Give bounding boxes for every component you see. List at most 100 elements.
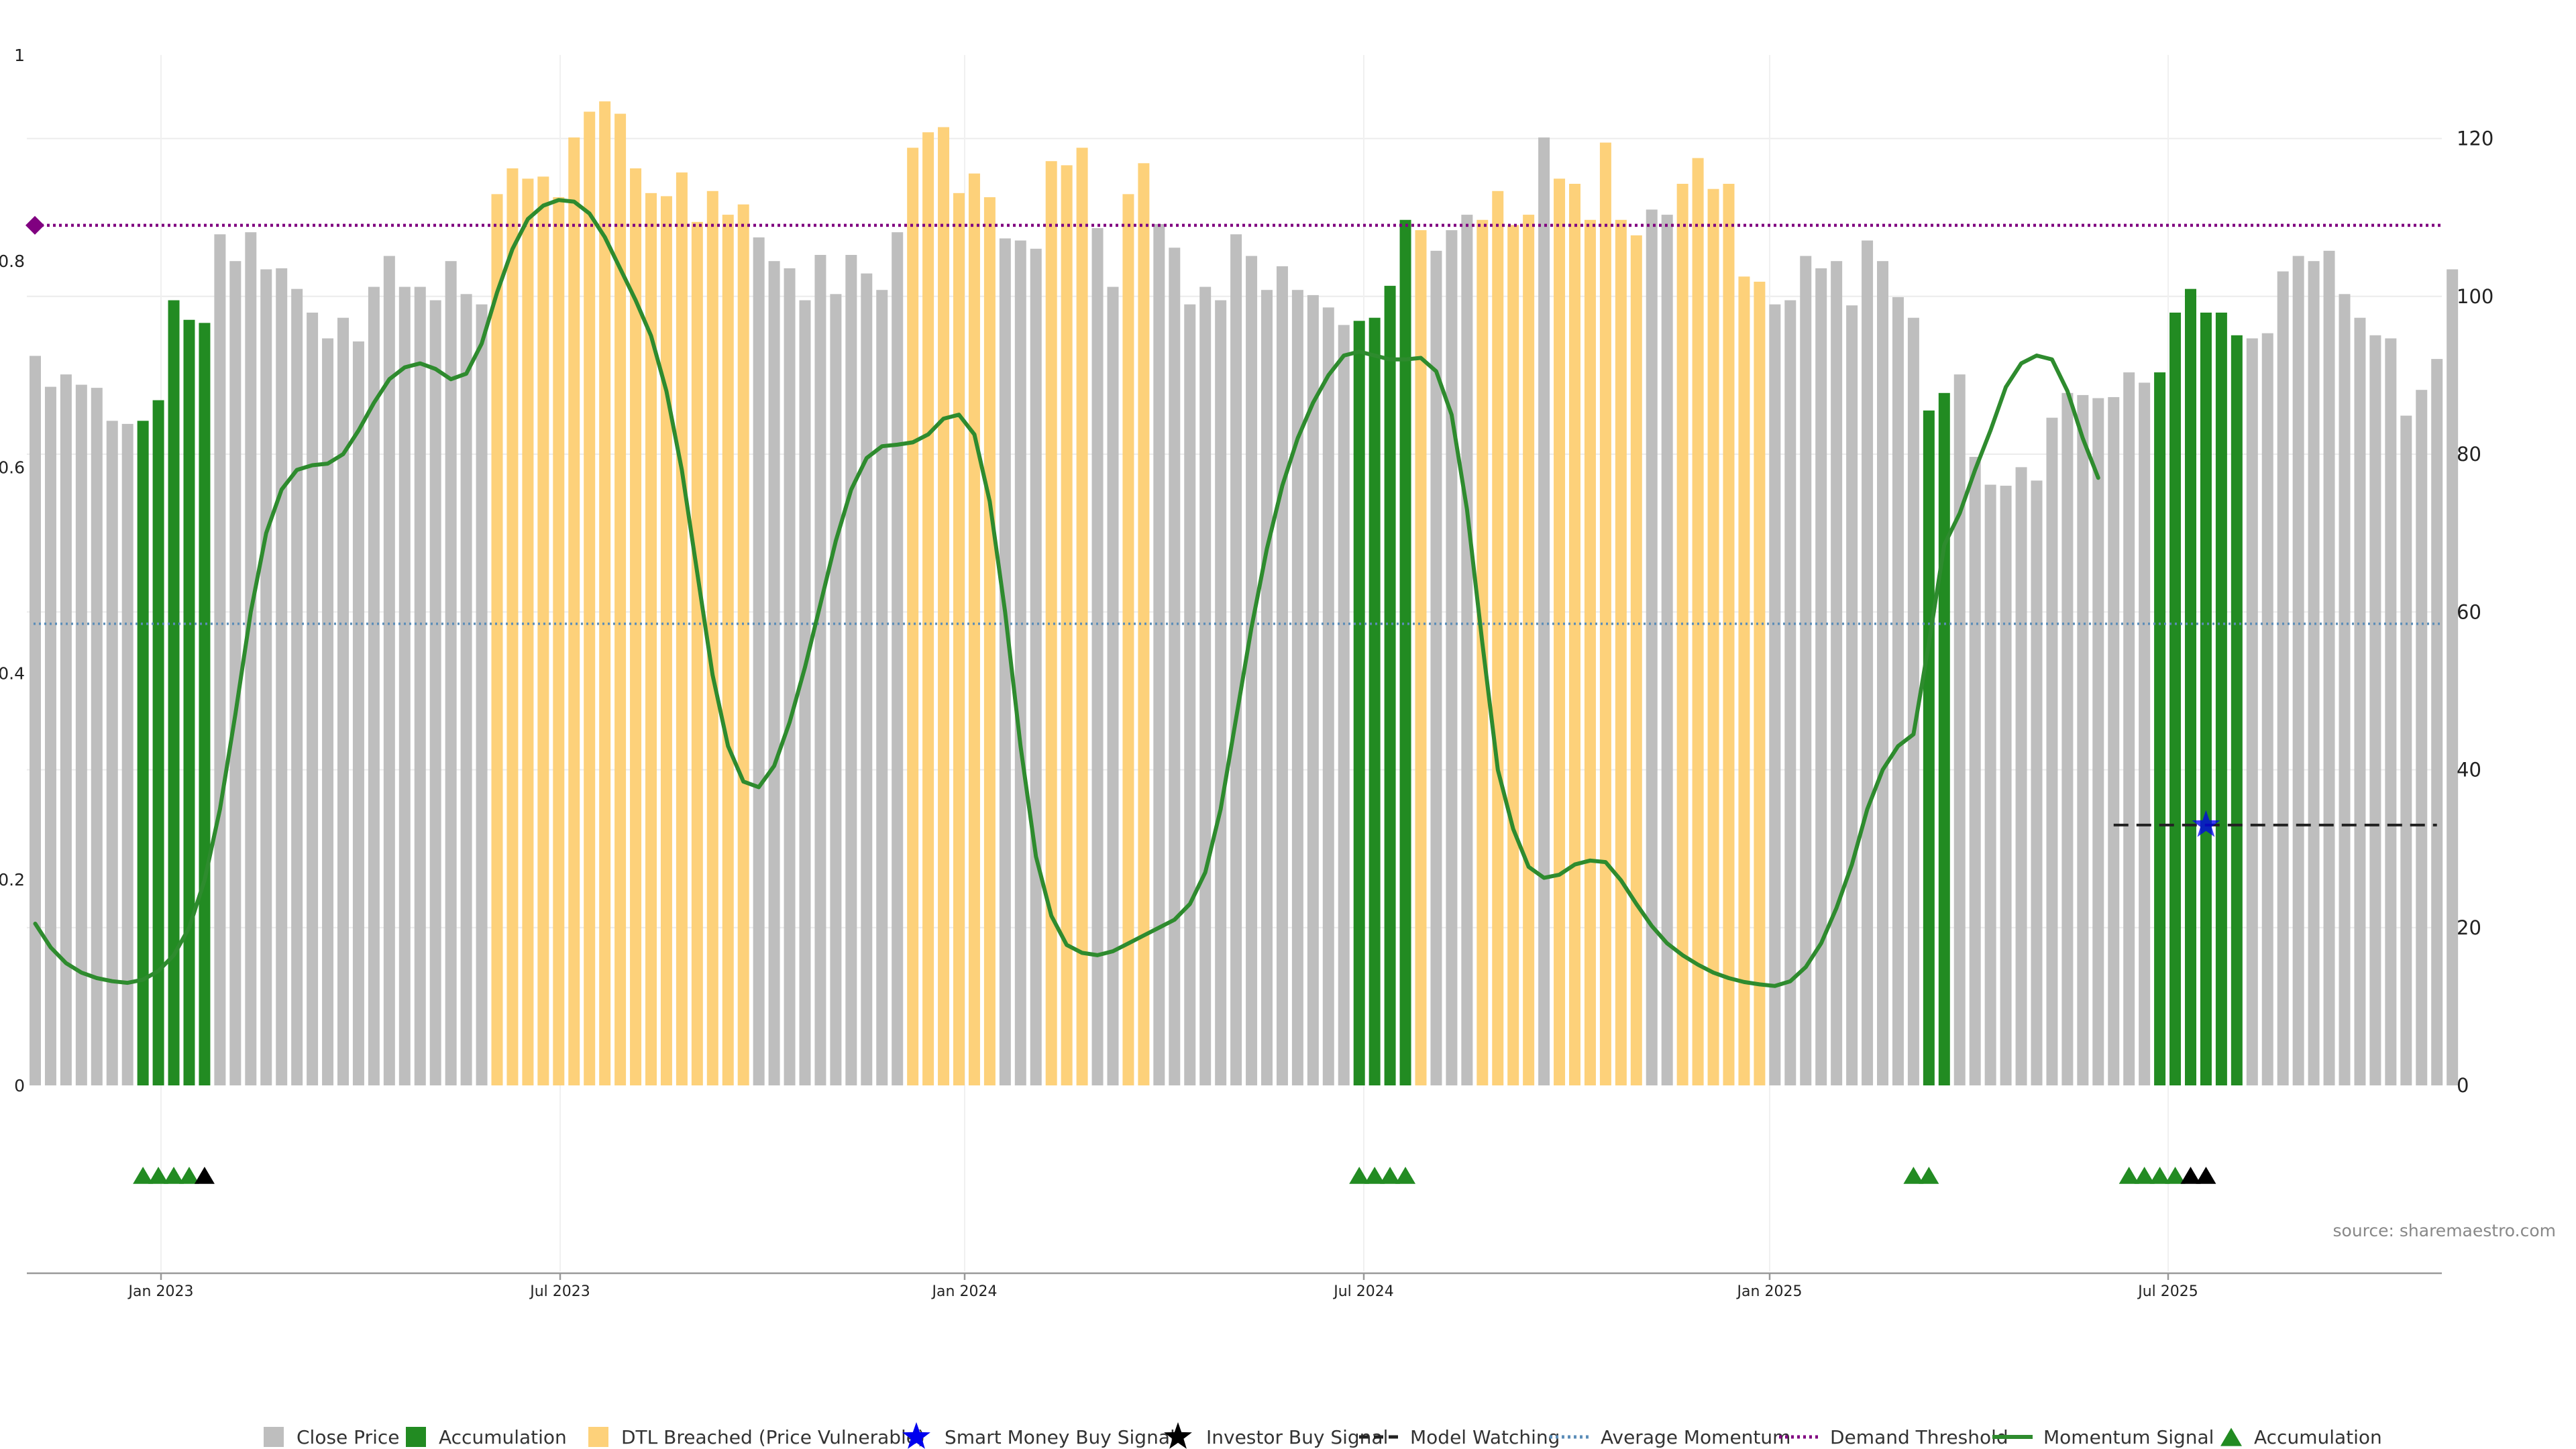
accumulation-bar	[2200, 313, 2212, 1085]
close-price-bar	[1538, 137, 1550, 1085]
legend-label: Momentum Signal	[2043, 1426, 2214, 1448]
dtl-breached-bar	[660, 196, 672, 1085]
dtl-breached-bar	[491, 194, 503, 1085]
accumulation-bar	[2215, 313, 2227, 1085]
close-price-bar	[1877, 261, 1888, 1086]
dtl-breached-bar	[706, 191, 718, 1086]
close-price-bar	[876, 290, 888, 1085]
close-price-bar	[1430, 250, 1442, 1086]
close-price-bar	[2354, 317, 2366, 1086]
accumulation-bar	[183, 319, 195, 1086]
dtl-breached-bar	[907, 148, 919, 1086]
dtl-breached-bar	[1615, 219, 1627, 1085]
dtl-breached-bar	[1630, 235, 1642, 1085]
close-price-bar	[1446, 230, 1458, 1085]
accumulation-marker	[133, 1167, 154, 1184]
legend-item: Accumulation	[2220, 1426, 2382, 1448]
accumulation-bar	[199, 323, 211, 1085]
dtl-breached-bar	[983, 197, 996, 1085]
close-price-bar	[2447, 269, 2459, 1085]
legend-label: Demand Threshold	[1830, 1426, 2008, 1448]
close-price-bar	[1291, 290, 1303, 1085]
dtl-breached-bar	[522, 178, 534, 1085]
close-price-bar	[1014, 240, 1026, 1086]
legend-item: Accumulation	[406, 1426, 567, 1448]
close-price-bar	[2323, 250, 2335, 1086]
close-price-bar	[1831, 261, 1843, 1086]
x-axis-tick-label: Jul 2025	[2137, 1283, 2198, 1300]
close-price-bar	[2431, 359, 2443, 1085]
close-price-bar	[1246, 256, 1258, 1085]
close-price-bar	[768, 261, 780, 1086]
accumulation-marker	[2118, 1167, 2139, 1184]
dtl-breached-bar	[568, 137, 580, 1085]
close-price-bar	[1169, 248, 1181, 1086]
close-price-bar	[445, 261, 457, 1086]
dtl-breached-bar	[1707, 189, 1719, 1086]
legend-symbol	[264, 1427, 284, 1447]
dtl-breached-bar	[1507, 225, 1519, 1086]
close-price-bar	[260, 269, 272, 1085]
legend-item: DTL Breached (Price Vulnerable)	[588, 1426, 925, 1448]
accumulation-marker	[1395, 1167, 1416, 1184]
dtl-breached-bar	[630, 168, 642, 1086]
close-price-bar	[245, 232, 257, 1085]
dtl-breached-bar	[1415, 230, 1427, 1085]
x-axis-tick-label: Jan 2025	[1736, 1283, 1803, 1300]
close-price-bar	[1199, 286, 1212, 1086]
legend: Close Price Accumulation DTL Breached (Pri…	[264, 1422, 2382, 1449]
accumulation-marker	[164, 1167, 184, 1184]
close-price-bar	[2385, 338, 2397, 1085]
indicator-lines	[25, 198, 2442, 988]
dtl-breached-bar	[1676, 184, 1688, 1085]
close-price-bar	[337, 317, 349, 1086]
close-price-bar	[322, 338, 334, 1085]
close-price-bar	[368, 286, 380, 1086]
investor-buy-marker	[2196, 1167, 2216, 1184]
close-price-bar	[753, 237, 765, 1085]
legend-item: Model Watching	[1359, 1426, 1560, 1448]
close-price-bar	[1969, 457, 1981, 1085]
close-price-bar	[1091, 228, 1104, 1086]
close-price-bar	[1215, 300, 1227, 1085]
accumulation-marker	[1903, 1167, 1924, 1184]
close-price-bar	[2261, 333, 2273, 1086]
close-price-bar	[1307, 294, 1319, 1086]
legend-label: DTL Breached (Price Vulnerable)	[621, 1426, 925, 1448]
close-price-bar	[2108, 396, 2120, 1085]
close-price-bar	[1276, 266, 1288, 1085]
close-price-bar	[460, 294, 472, 1085]
dtl-breached-bar	[922, 132, 934, 1086]
close-price-bar	[229, 261, 241, 1086]
close-price-bar	[1846, 305, 1858, 1085]
close-price-bar	[2031, 480, 2043, 1085]
legend-label: Average Momentum	[1601, 1426, 1790, 1448]
dtl-breached-bar	[737, 204, 749, 1086]
accumulation-bar	[1384, 286, 1396, 1086]
smart-money-buy-signal	[2192, 810, 2220, 837]
accumulation-marker	[2149, 1167, 2170, 1184]
accumulation-marker	[1380, 1167, 1401, 1184]
legend-label: Accumulation	[2254, 1426, 2382, 1448]
close-price-bar	[276, 268, 288, 1085]
accumulation-marker	[1919, 1167, 1939, 1184]
dtl-breached-bar	[1045, 161, 1057, 1085]
close-price-bar	[2339, 294, 2351, 1085]
price-bars	[30, 101, 2459, 1086]
dtl-breached-bar	[1599, 142, 1611, 1085]
close-price-bar	[1184, 304, 1196, 1085]
legend-symbol	[588, 1427, 608, 1447]
close-price-bar	[814, 254, 826, 1085]
close-price-bar	[2277, 271, 2289, 1085]
close-price-bar	[1907, 317, 1919, 1086]
legend-symbol	[2220, 1428, 2242, 1446]
accumulation-marker	[1364, 1167, 1385, 1184]
close-price-bar	[2077, 394, 2089, 1085]
accumulation-bar	[2169, 313, 2182, 1085]
accumulation-marker	[179, 1167, 199, 1184]
close-price-bar	[214, 234, 226, 1085]
dtl-breached-bar	[1076, 148, 1088, 1086]
close-price-bar	[398, 286, 411, 1086]
legend-item: Momentum Signal	[1992, 1426, 2214, 1448]
dtl-breached-bar	[614, 113, 627, 1085]
